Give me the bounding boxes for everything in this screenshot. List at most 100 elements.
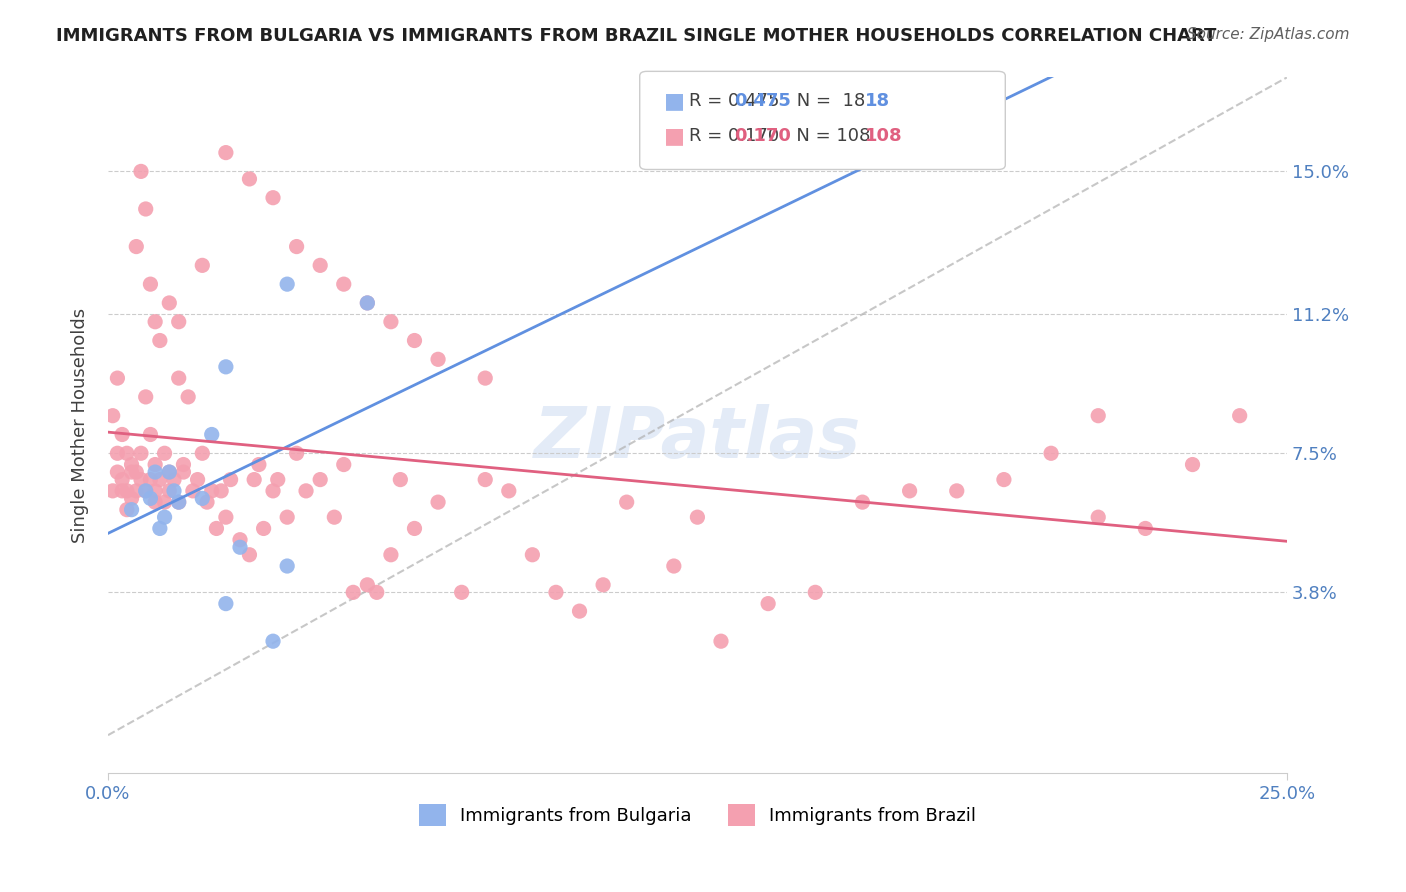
Point [1181,458,1204,472]
Point [389,473,412,487]
Point [276,510,298,524]
Text: R = 0.170   N = 108: R = 0.170 N = 108 [689,128,870,145]
Point [143,483,166,498]
Point [544,585,567,599]
Text: ZIPatlas: ZIPatlas [534,404,860,474]
Text: IMMIGRANTS FROM BULGARIA VS IMMIGRANTS FROM BRAZIL SINGLE MOTHER HOUSEHOLDS CORR: IMMIGRANTS FROM BULGARIA VS IMMIGRANTS F… [56,27,1216,45]
Point [135,483,157,498]
Point [450,585,472,599]
Point [167,495,190,509]
Point [139,427,162,442]
Point [153,446,176,460]
Point [945,483,967,498]
Point [215,597,238,611]
Point [262,634,284,648]
Point [309,258,332,272]
Point [107,446,129,460]
Y-axis label: Single Mother Households: Single Mother Households [72,308,89,542]
Point [143,465,166,479]
Point [756,597,779,611]
Point [662,559,685,574]
Point [215,510,238,524]
Point [592,578,614,592]
Point [568,604,591,618]
Text: ■: ■ [664,127,685,146]
Point [163,483,186,498]
Point [125,483,148,498]
Point [129,473,152,487]
Text: 108: 108 [865,128,903,145]
Point [111,427,134,442]
Point [107,465,129,479]
Point [111,473,134,487]
Point [187,473,209,487]
Point [205,521,228,535]
Point [125,239,148,253]
Point [522,548,544,562]
Point [157,465,180,479]
Point [135,390,157,404]
Point [139,473,162,487]
Point [115,483,138,498]
Point [356,296,378,310]
Point [332,458,354,472]
Point [229,540,252,554]
Point [167,315,190,329]
Point [153,495,176,509]
Point [195,495,218,509]
Point [498,483,520,498]
Point [332,277,354,292]
Point [172,458,194,472]
Point [356,578,378,592]
Point [229,533,252,547]
Point [172,465,194,479]
Point [149,473,172,487]
Point [115,446,138,460]
Text: Source: ZipAtlas.com: Source: ZipAtlas.com [1187,27,1350,42]
Point [710,634,733,648]
Point [191,258,214,272]
Point [1087,510,1109,524]
Point [898,483,921,498]
Point [356,296,378,310]
Point [215,359,238,374]
Point [121,465,143,479]
Point [219,473,242,487]
Point [209,483,232,498]
Point [121,458,143,472]
Point [238,548,260,562]
Point [474,371,496,385]
Point [474,473,496,487]
Point [191,446,214,460]
Point [129,446,152,460]
Point [201,427,224,442]
Point [121,502,143,516]
Point [121,491,143,506]
Point [167,371,190,385]
Point [1040,446,1063,460]
Point [215,145,238,160]
Point [238,172,260,186]
Point [1135,521,1157,535]
Point [295,483,318,498]
Point [686,510,709,524]
Point [139,491,162,506]
Point [267,473,290,487]
Point [115,502,138,516]
Point [135,202,157,216]
Point [309,473,332,487]
Point [129,164,152,178]
Point [191,491,214,506]
Point [181,483,204,498]
Point [201,483,224,498]
Point [157,465,180,479]
Point [276,277,298,292]
Point [125,465,148,479]
Point [404,521,426,535]
Point [143,315,166,329]
Point [157,296,180,310]
Point [101,409,124,423]
Point [143,458,166,472]
Point [380,548,402,562]
Point [262,191,284,205]
